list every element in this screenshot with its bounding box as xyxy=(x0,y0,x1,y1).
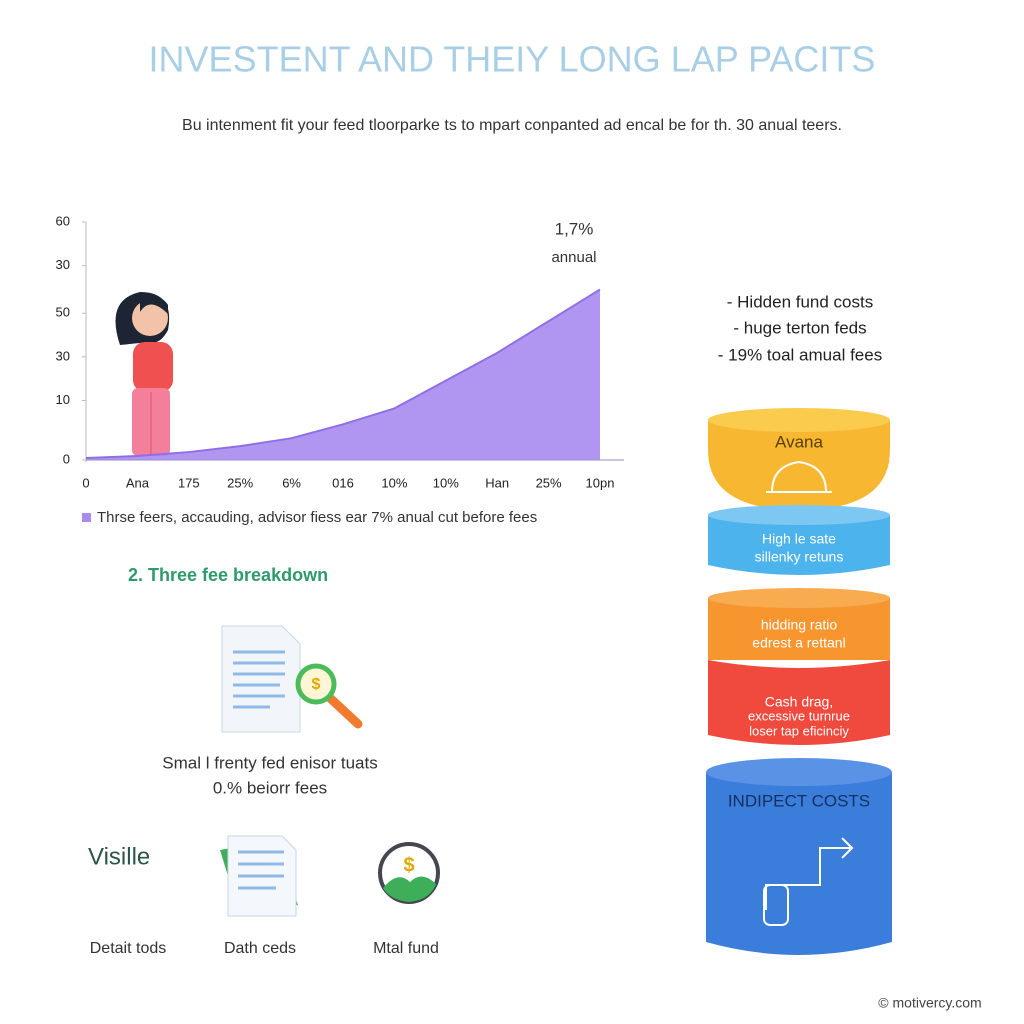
x-tick-label: 10pn xyxy=(586,475,615,490)
layer-label: INDIPECT COSTS xyxy=(728,791,870,810)
y-tick-label: 10 xyxy=(56,392,70,407)
caption-line: 0.% beiorr fees xyxy=(213,778,327,797)
layer-label: loser tap eficinciy xyxy=(749,723,849,738)
x-tick-label: 25% xyxy=(536,475,562,490)
layer-label: hidding ratio xyxy=(761,617,837,633)
y-tick-label: 30 xyxy=(56,348,70,363)
layer-label: Cash drag, xyxy=(765,694,833,710)
cost-stack xyxy=(706,408,892,955)
x-tick-label: 25% xyxy=(227,475,253,490)
x-tick-label: 10% xyxy=(381,475,407,490)
fund-coin-icon: $ xyxy=(378,842,440,904)
annotation: annual xyxy=(551,249,596,266)
legend-swatch xyxy=(82,513,91,522)
item-label: Dath ceds xyxy=(224,940,296,957)
footer: © motivercy.com xyxy=(878,995,981,1011)
x-tick-label: 0 xyxy=(82,475,89,490)
y-tick-label: 0 xyxy=(63,451,70,466)
document-magnifier-icon: $ xyxy=(221,625,363,733)
x-tick-label: Han xyxy=(485,475,509,490)
legend-label: Thrse feers, accauding, advisor fiess ea… xyxy=(97,509,537,526)
caption-line: Smal l frenty fed enisor tuats xyxy=(162,753,377,772)
person-illustration xyxy=(115,292,173,456)
layer-label: Avana xyxy=(775,432,823,451)
item-label: Mtal fund xyxy=(373,940,439,957)
page-subtitle: Bu intenment fit your feed tloorparke ts… xyxy=(182,117,842,134)
layer-label: High le sate xyxy=(762,531,836,547)
annotation: 1,7% xyxy=(555,219,594,238)
y-tick-label: 50 xyxy=(56,305,70,320)
area-chart: 60 30 50 30 10 00 Ana 175 25% 6% 016 10% 10% Han 25% 10… xyxy=(56,213,624,526)
bullet: - Hidden fund costs xyxy=(727,292,873,311)
item-label: Detait tods xyxy=(90,940,166,957)
page-title: INVESTENT AND THEIY LONG LAP PACITS xyxy=(149,39,876,80)
y-tick-label: 30 xyxy=(56,257,70,272)
area-fill xyxy=(86,289,600,460)
documents-icon xyxy=(220,835,298,917)
layer-label: edrest a rettanl xyxy=(752,635,845,651)
bullet: - huge terton feds xyxy=(733,318,866,337)
dollar-glyph: $ xyxy=(403,854,414,876)
visible-heading: Visille xyxy=(88,843,150,870)
area-line xyxy=(85,288,601,460)
dollar-glyph: $ xyxy=(312,676,321,693)
y-tick-label: 60 xyxy=(56,213,70,228)
x-tick-label: Ana xyxy=(126,475,150,490)
section-heading: 2. Three fee breakdown xyxy=(128,565,328,585)
x-tick-label: 10% xyxy=(433,475,459,490)
layer-label: excessive turnrue xyxy=(748,708,850,723)
x-tick-label: 016 xyxy=(332,475,354,490)
bullet: - 19% toal amual fees xyxy=(718,345,882,364)
x-tick-label: 6% xyxy=(282,475,301,490)
x-tick-label: 175 xyxy=(178,475,200,490)
layer-label: sillenky retuns xyxy=(755,549,844,565)
